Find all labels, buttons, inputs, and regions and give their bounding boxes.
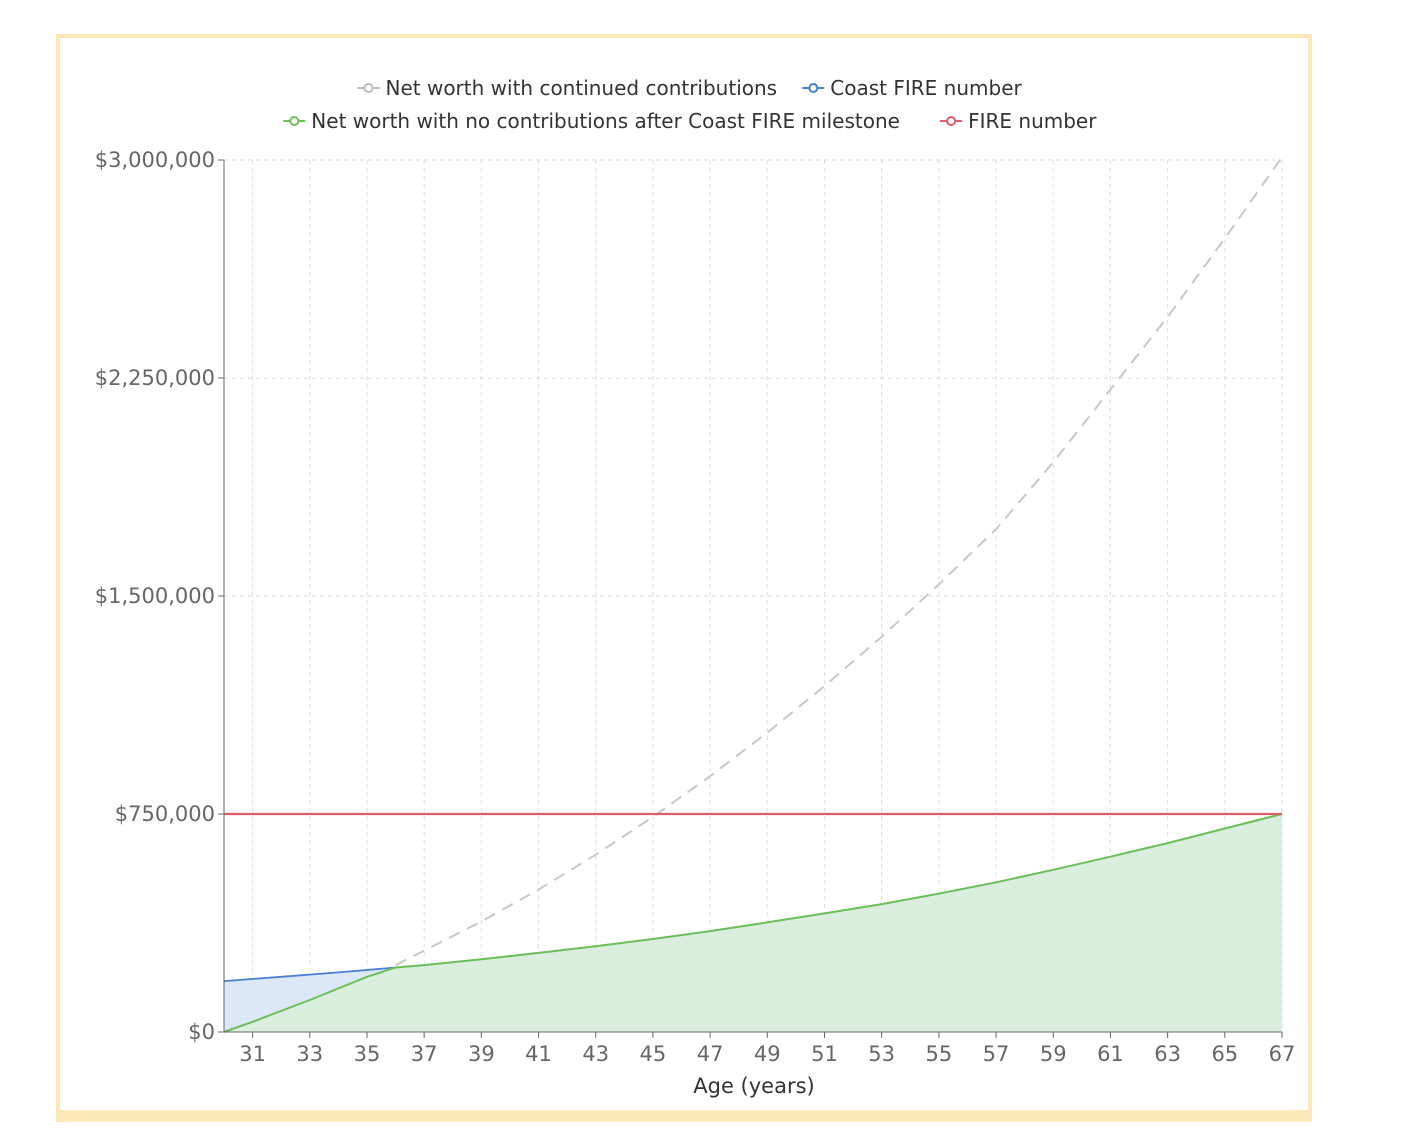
x-axis-title: Age (years) — [693, 1074, 814, 1098]
legend-item-no_contrib: Net worth with no contributions after Co… — [283, 109, 900, 133]
legend-label: Net worth with no contributions after Co… — [311, 109, 900, 133]
legend-swatch-marker — [946, 116, 957, 126]
y-tick-label: $1,500,000 — [95, 584, 215, 608]
x-tick-label: 43 — [582, 1042, 609, 1066]
x-tick-label: 59 — [1040, 1042, 1067, 1066]
x-tick-label: 35 — [354, 1042, 381, 1066]
legend-item-coast: Coast FIRE number — [802, 76, 1023, 100]
legend-swatch-marker — [363, 83, 374, 93]
legend-label: Net worth with continued contributions — [386, 76, 778, 100]
x-tick-label: 57 — [983, 1042, 1010, 1066]
x-tick-label: 33 — [296, 1042, 323, 1066]
legend-item-continued: Net worth with continued contributions — [357, 76, 778, 100]
axes: $0 $750,000 $1,500,000 $2,250,000 $3,000,000… — [95, 148, 1296, 1066]
x-tick-label: 65 — [1211, 1042, 1238, 1066]
x-tick-label: 67 — [1269, 1042, 1296, 1066]
series-line-continued-contributions — [395, 156, 1283, 966]
chart-frame: $0 $750,000 $1,500,000 $2,250,000 $3,000,000… — [56, 34, 1312, 1122]
legend-label: Coast FIRE number — [830, 76, 1022, 100]
legend-swatch-marker — [808, 83, 819, 93]
no-contributions-area — [224, 814, 1282, 1032]
x-tick-label: 53 — [868, 1042, 895, 1066]
x-tick-label: 31 — [239, 1042, 266, 1066]
legend-label: FIRE number — [968, 109, 1097, 133]
x-tick-label: 37 — [411, 1042, 438, 1066]
x-tick-label: 45 — [640, 1042, 667, 1066]
x-tick-label: 55 — [925, 1042, 952, 1066]
legend-item-fire: FIRE number — [940, 109, 1097, 133]
chart: $0 $750,000 $1,500,000 $2,250,000 $3,000,000… — [95, 76, 1296, 1098]
x-tick-label: 39 — [468, 1042, 495, 1066]
x-tick-label: 63 — [1154, 1042, 1181, 1066]
series-lines — [223, 156, 1283, 1033]
x-tick-label: 51 — [811, 1042, 838, 1066]
y-tick-label: $2,250,000 — [95, 366, 215, 390]
series-areas — [224, 814, 1282, 1032]
x-tick-label: 41 — [525, 1042, 552, 1066]
series-line-no-contributions — [223, 813, 1283, 1033]
y-tick-label: $750,000 — [115, 802, 215, 826]
x-tick-label: 49 — [754, 1042, 781, 1066]
x-tick-label: 47 — [697, 1042, 724, 1066]
legend-swatch-marker — [289, 116, 300, 126]
legend: Net worth with continued contributions Co… — [283, 76, 1097, 133]
y-tick-label: $0 — [188, 1020, 215, 1044]
y-tick-label: $3,000,000 — [95, 148, 215, 172]
x-tick-label: 61 — [1097, 1042, 1124, 1066]
series-line-coast-fire-number — [223, 966, 396, 982]
